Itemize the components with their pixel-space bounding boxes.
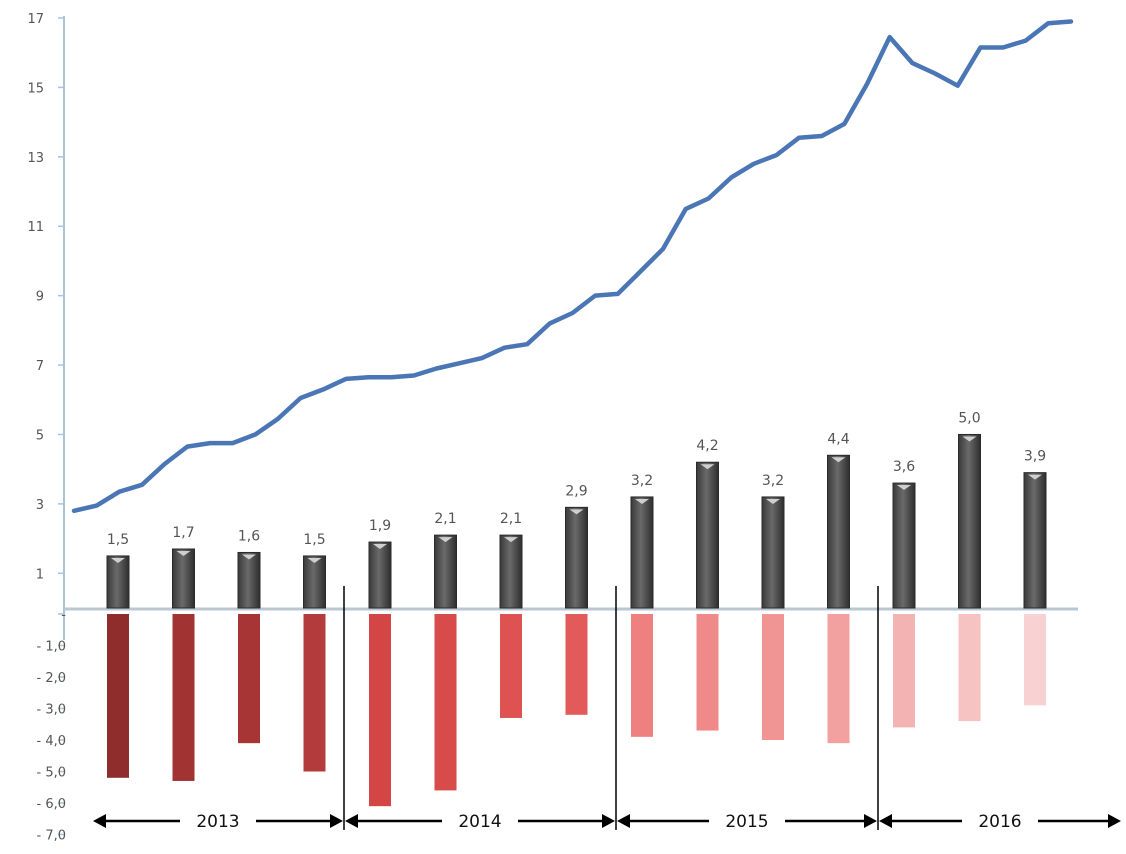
positive-bar [630, 496, 654, 609]
positive-bar [892, 482, 916, 609]
bar-cap [176, 551, 191, 556]
year-arrowhead [864, 814, 877, 828]
bar-cap [962, 436, 977, 442]
y-tick-label: 9 [36, 290, 44, 305]
negative-bar [696, 614, 719, 731]
y-tick-label: 1 [36, 567, 44, 582]
bar-value-label: 3,9 [1024, 449, 1046, 465]
bar-value-label: 1,9 [369, 518, 391, 534]
negative-bars [107, 614, 1046, 807]
bar-cap [242, 554, 256, 560]
positive-bar [303, 555, 326, 609]
negative-bar [827, 614, 850, 744]
year-label: 2015 [725, 812, 768, 832]
positive-bar [565, 506, 588, 609]
year-arrowhead [602, 814, 615, 828]
bar-value-label: 1,5 [303, 532, 325, 548]
positive-bars [106, 433, 1047, 609]
negative-bar [893, 614, 915, 728]
bar-value-label: 2,9 [565, 483, 587, 499]
bar-cap [766, 498, 780, 504]
positive-bar [499, 534, 523, 609]
positive-bar [434, 534, 457, 609]
negative-bar [303, 614, 326, 772]
y-tick-label: - [61, 608, 66, 623]
positive-bar [827, 454, 850, 609]
year-arrowhead [1108, 814, 1121, 828]
positive-bar [1023, 472, 1047, 609]
year-label: 2016 [978, 812, 1021, 832]
negative-bar [631, 614, 653, 737]
y-tick-label: - 2,0 [37, 671, 67, 686]
y-tick-label: - 4,0 [37, 734, 67, 749]
y-tick-label: 17 [27, 12, 44, 27]
bar-cap [373, 544, 387, 550]
negative-bar [434, 614, 457, 791]
y-tick-label: 15 [27, 81, 44, 96]
year-axis: 2013 2014 2015 2016 [93, 586, 1121, 832]
line-series [71, 19, 1074, 514]
year-arrowhead [879, 814, 892, 828]
year-label: 2014 [458, 812, 501, 832]
y-tick-label: 5 [36, 428, 44, 443]
positive-bar [696, 461, 719, 609]
bar-value-label: 1,6 [238, 528, 260, 544]
y-tick-label: 3 [36, 498, 44, 513]
y-tick-label: - 7,0 [37, 829, 67, 844]
negative-bar [1024, 614, 1046, 706]
bar-value-label: 3,2 [631, 473, 653, 489]
bar-value-label: 3,2 [762, 473, 784, 489]
negative-bar [172, 614, 195, 781]
positive-bar [368, 541, 392, 609]
y-tick-label: 11 [27, 220, 44, 235]
bar-cap [897, 485, 911, 491]
positive-bar [761, 496, 785, 609]
negative-bar [958, 614, 981, 722]
positive-bar [958, 433, 981, 609]
bar-value-label: 3,6 [893, 459, 915, 475]
y-tick-label: - 5,0 [37, 766, 67, 781]
bar-value-label: 2,1 [434, 511, 456, 527]
data-labels: 1,5 1,7 1,6 1,5 1,9 2,1 2,1 2,9 3,2 4,2 3,2 4,4 3,6 5… [107, 410, 1046, 547]
bar-cap [831, 457, 846, 463]
negative-bar [369, 614, 391, 807]
line-series-path [71, 19, 1074, 514]
bar-value-label: 2,1 [500, 511, 522, 527]
y-tick-label: 13 [27, 151, 44, 166]
year-arrowhead [330, 814, 343, 828]
bar-cap [635, 498, 649, 504]
bar-value-label: 4,4 [827, 431, 849, 447]
bar-cap [700, 464, 715, 470]
bar-value-label: 4,2 [696, 438, 718, 454]
y-tick-label: 7 [36, 359, 44, 374]
bar-cap [111, 557, 125, 563]
bar-value-label: 1,5 [107, 532, 129, 548]
positive-bar [237, 551, 261, 609]
negative-bar [500, 614, 522, 718]
negative-bar [107, 614, 129, 778]
bar-cap [1028, 474, 1042, 480]
bar-cap [307, 557, 322, 563]
y-tick-label: - 3,0 [37, 703, 67, 718]
positive-bar [106, 555, 130, 609]
bar-cap [438, 537, 453, 543]
y-tick-label: - 6,0 [37, 797, 67, 812]
negative-bar [238, 614, 260, 744]
bar-value-label: 5,0 [958, 410, 980, 426]
bar-cap [504, 537, 518, 543]
positive-bar [172, 548, 195, 609]
y-tick-label: - 1,0 [37, 640, 67, 655]
year-arrowhead [93, 814, 106, 828]
negative-bar [565, 614, 588, 715]
year-arrowhead [345, 814, 358, 828]
bar-cap [569, 509, 584, 515]
bar-value-label: 1,7 [172, 525, 194, 541]
year-label: 2013 [196, 812, 239, 832]
year-arrowhead [617, 814, 630, 828]
negative-bar [762, 614, 784, 740]
